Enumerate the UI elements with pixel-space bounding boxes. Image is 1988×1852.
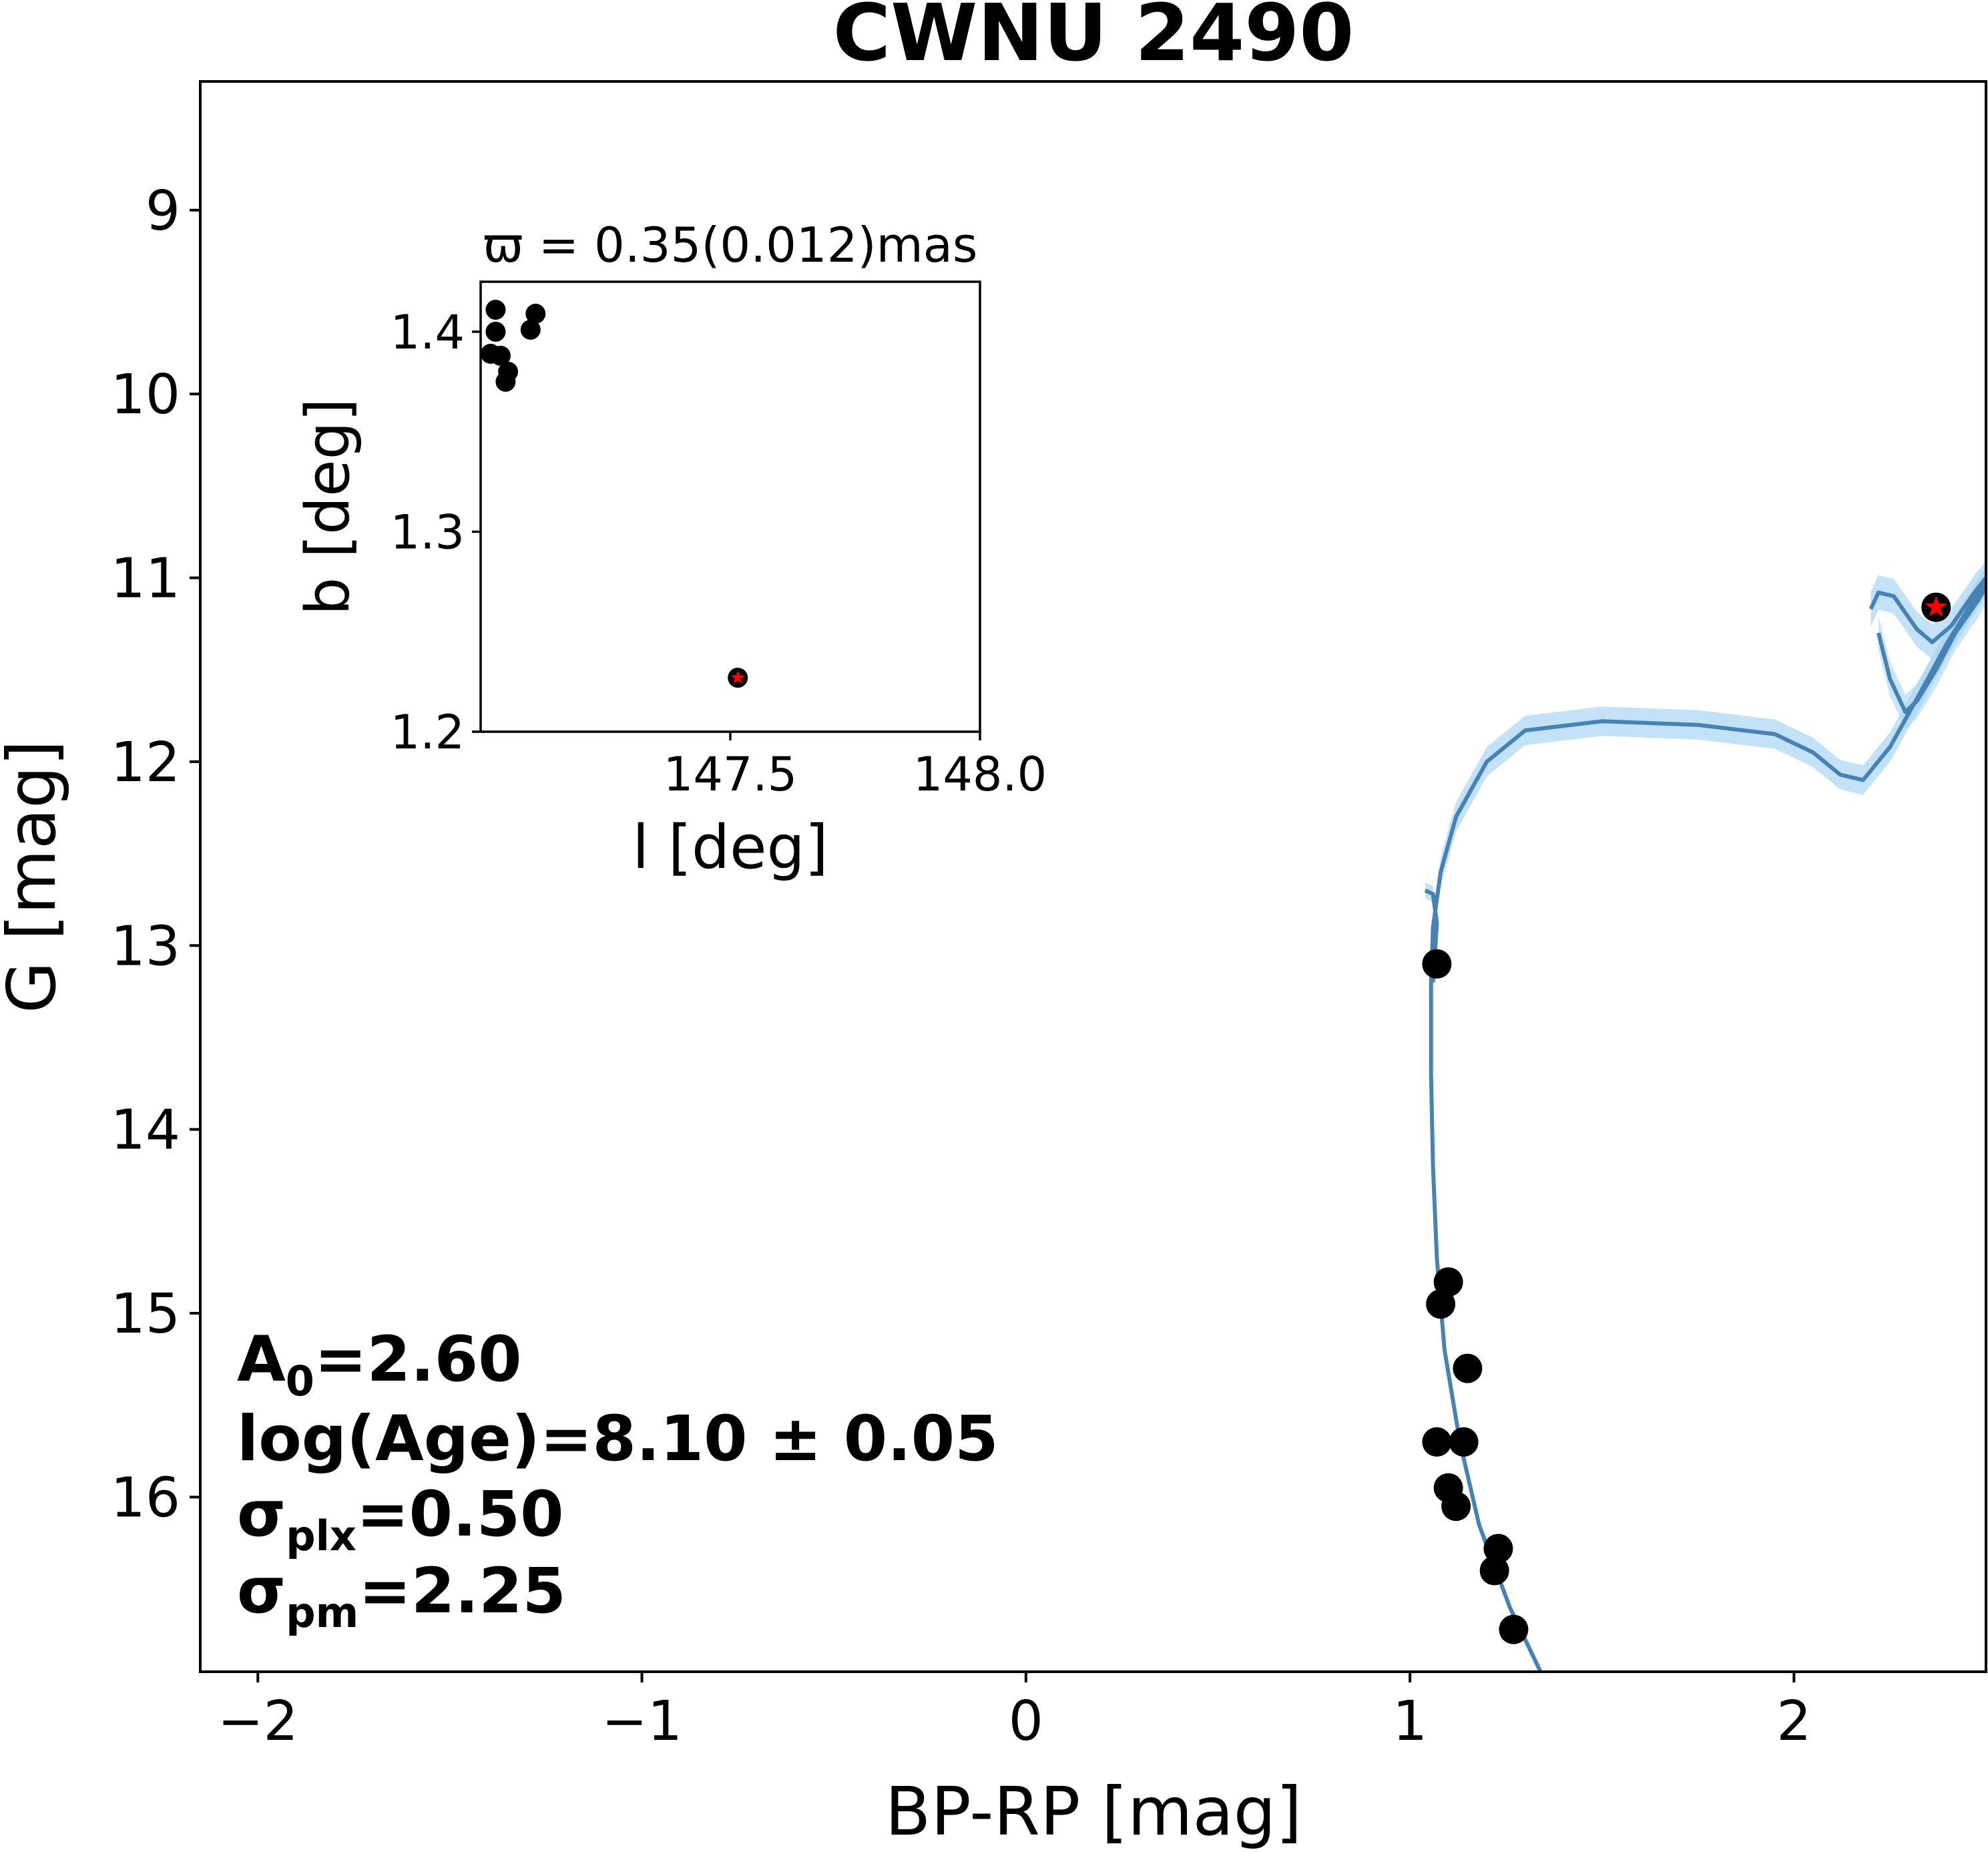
isochrone-uncertainty-band <box>1433 567 1986 942</box>
x-tick-label: 0 <box>1009 1690 1043 1753</box>
x-tick-label: −2 <box>218 1690 298 1753</box>
y-axis-label: G [mag] <box>0 740 71 1013</box>
inset-y-tick-label: 1.3 <box>391 505 465 559</box>
fit-parameter-line: σpm=2.25 <box>237 1555 566 1637</box>
member-point <box>1449 1427 1479 1457</box>
fit-parameter-line: A0=2.60 <box>237 1323 522 1405</box>
y-tick-label: 16 <box>111 1466 180 1530</box>
member-point <box>1453 1353 1483 1383</box>
x-tick-label: 2 <box>1776 1690 1811 1753</box>
x-tick-label: 1 <box>1393 1690 1427 1753</box>
inset-member-point <box>490 345 511 366</box>
y-tick-label: 11 <box>111 547 180 611</box>
inset-member-point <box>485 299 506 320</box>
chart-title: CWNU 2490 <box>833 0 1354 79</box>
y-tick-label: 13 <box>111 915 180 978</box>
fit-parameter-line: log(Age)=8.10 ± 0.05 <box>237 1403 999 1475</box>
member-point <box>1479 1556 1509 1586</box>
inset-x-tick-label: 147.5 <box>664 747 797 802</box>
inset-points-layer <box>480 299 748 688</box>
y-tick-label: 12 <box>111 731 180 794</box>
inset-member-point <box>520 319 541 340</box>
inset-y-tick-label: 1.4 <box>391 305 465 360</box>
member-point <box>1499 1614 1529 1644</box>
member-points-layer <box>1422 592 1951 1644</box>
x-tick-label: −1 <box>601 1690 682 1753</box>
inset-member-point <box>495 371 516 392</box>
isochrone-lower-branch-line <box>1876 586 1988 714</box>
inset-y-axis-ticks: 1.2 1.3 1.4 <box>391 305 481 760</box>
member-point <box>1441 1491 1471 1522</box>
member-point <box>1422 1427 1452 1457</box>
inset-highlight-star-marker <box>730 670 745 684</box>
y-axis-ticks: 9 10 11 12 13 14 15 16 <box>111 180 200 1530</box>
main-plot-frame <box>199 80 1987 1673</box>
inset-y-tick-label: 1.2 <box>391 705 465 760</box>
y-tick-label: 14 <box>111 1099 180 1162</box>
inset-x-tick-label: 148.0 <box>913 747 1047 802</box>
inset-x-axis-label: l [deg] <box>632 813 828 883</box>
inset-y-axis-label: b [deg] <box>293 398 363 616</box>
x-axis-label: BP-RP [mag] <box>885 1773 1302 1849</box>
y-tick-label: 10 <box>111 363 180 427</box>
inset-x-axis-ticks: 147.5 148.0 <box>664 732 1047 802</box>
inset-plot-background <box>481 282 980 732</box>
member-point <box>1433 1267 1463 1297</box>
inset-member-point <box>485 321 506 342</box>
y-tick-label: 15 <box>111 1283 180 1346</box>
y-tick-label: 9 <box>146 180 180 243</box>
member-point <box>1422 949 1452 979</box>
isochrone-line <box>1429 580 1988 1673</box>
x-axis-ticks: −2 −1 0 1 2 <box>218 1672 1811 1753</box>
inset-title: ϖ = 0.35(0.012)mas <box>483 217 978 273</box>
isochrone-upper-branch-line <box>1869 576 1988 644</box>
inset-member-point <box>525 303 546 324</box>
highlight-star-marker <box>1925 596 1947 617</box>
member-point <box>1483 1534 1513 1564</box>
member-point <box>1426 1289 1456 1319</box>
fit-parameter-line: σplx=0.50 <box>237 1478 564 1560</box>
